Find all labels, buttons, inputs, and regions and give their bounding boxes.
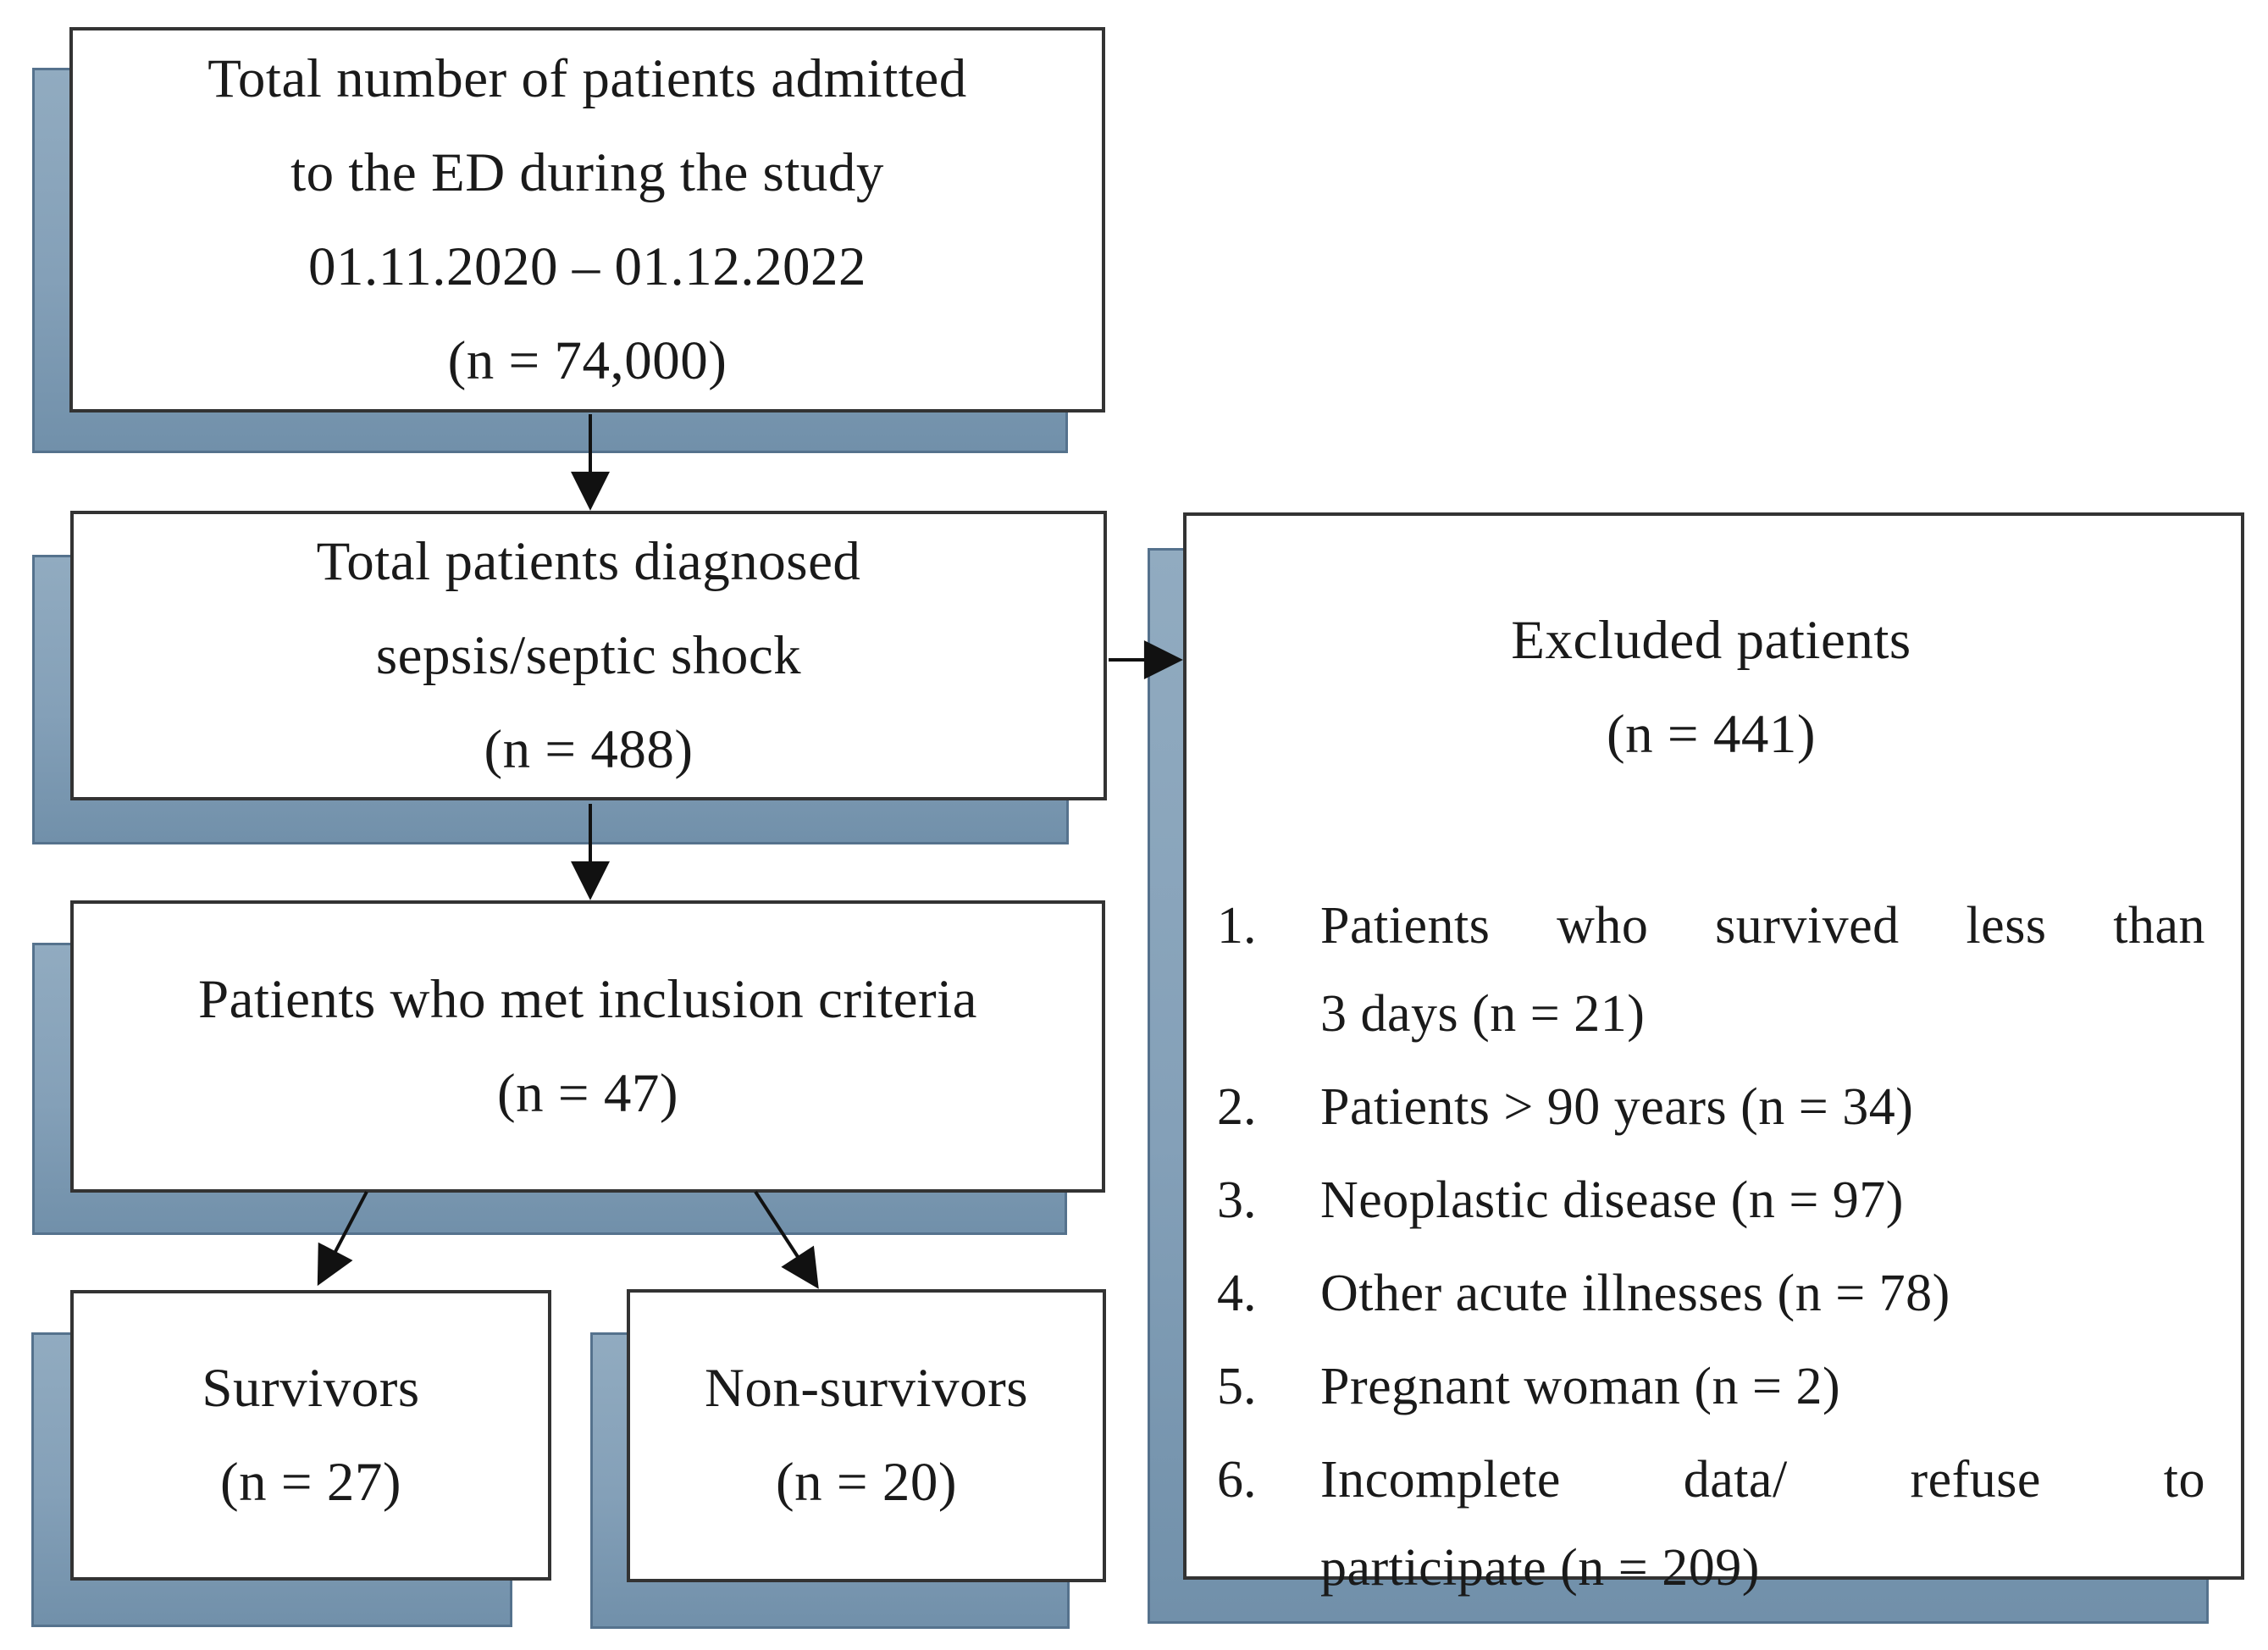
exclusion-item-number: 3. <box>1217 1171 1257 1229</box>
arrow-inclusion-to-non-survivors <box>754 1190 819 1289</box>
exclusion-item-number: 4. <box>1217 1265 1257 1322</box>
exclusion-item-text: Patients who survived less than 3 days (n… <box>1320 897 2205 1043</box>
diagnosed-box: Total patients diagnosed sepsis/septic s… <box>70 511 1107 800</box>
arrow-inclusion-to-survivors <box>317 1191 368 1287</box>
inclusion-box-text: Patients who met inclusion criteria (n =… <box>197 968 978 1124</box>
exclusion-item: 1. Patients who survived less than 3 days … <box>1217 882 2205 1058</box>
exclusion-item-text: Other acute illnesses (n = 78) <box>1320 1265 1950 1322</box>
non-survivors-box: Non-survivors (n = 20) <box>627 1289 1106 1582</box>
exclusion-item-text: Patients > 90 years (n = 34) <box>1320 1078 1914 1136</box>
survivors-box: Survivors (n = 27) <box>70 1290 551 1581</box>
exclusion-item: 6. Incomplete data/ refuse to participate … <box>1217 1436 2205 1612</box>
exclusion-item-number: 2. <box>1217 1078 1257 1136</box>
admitted-box-text: Total number of patients admitted to the… <box>207 47 967 391</box>
exclusion-item-text: Neoplastic disease (n = 97) <box>1320 1171 1904 1229</box>
exclusion-item-number: 5. <box>1217 1358 1257 1415</box>
exclusion-item-number: 6. <box>1217 1451 1257 1509</box>
admitted-box: Total number of patients admitted to the… <box>69 27 1105 412</box>
excluded-box-title: Excluded patients (n = 441) <box>1511 610 1911 765</box>
exclusion-item-text: Pregnant woman (n = 2) <box>1320 1358 1841 1415</box>
exclusion-item: 2. Patients > 90 years (n = 34) <box>1217 1063 2205 1151</box>
exclusion-item-number: 1. <box>1217 897 1257 955</box>
exclusion-list: 1. Patients who survived less than 3 days … <box>1217 882 2205 1612</box>
diagnosed-box-text: Total patients diagnosed sepsis/septic s… <box>316 530 861 780</box>
exclusion-item: 5. Pregnant woman (n = 2) <box>1217 1343 2205 1431</box>
non-survivors-box-text: Non-survivors (n = 20) <box>704 1358 1029 1513</box>
survivors-box-text: Survivors (n = 27) <box>202 1357 420 1513</box>
exclusion-item: 4. Other acute illnesses (n = 78) <box>1217 1249 2205 1337</box>
exclusion-item-text: Incomplete data/ refuse to participate (n… <box>1320 1451 2205 1597</box>
inclusion-box: Patients who met inclusion criteria (n =… <box>70 900 1105 1193</box>
exclusion-item: 3. Neoplastic disease (n = 97) <box>1217 1156 2205 1244</box>
excluded-box: Excluded patients (n = 441) 1. Patients w… <box>1183 512 2244 1597</box>
